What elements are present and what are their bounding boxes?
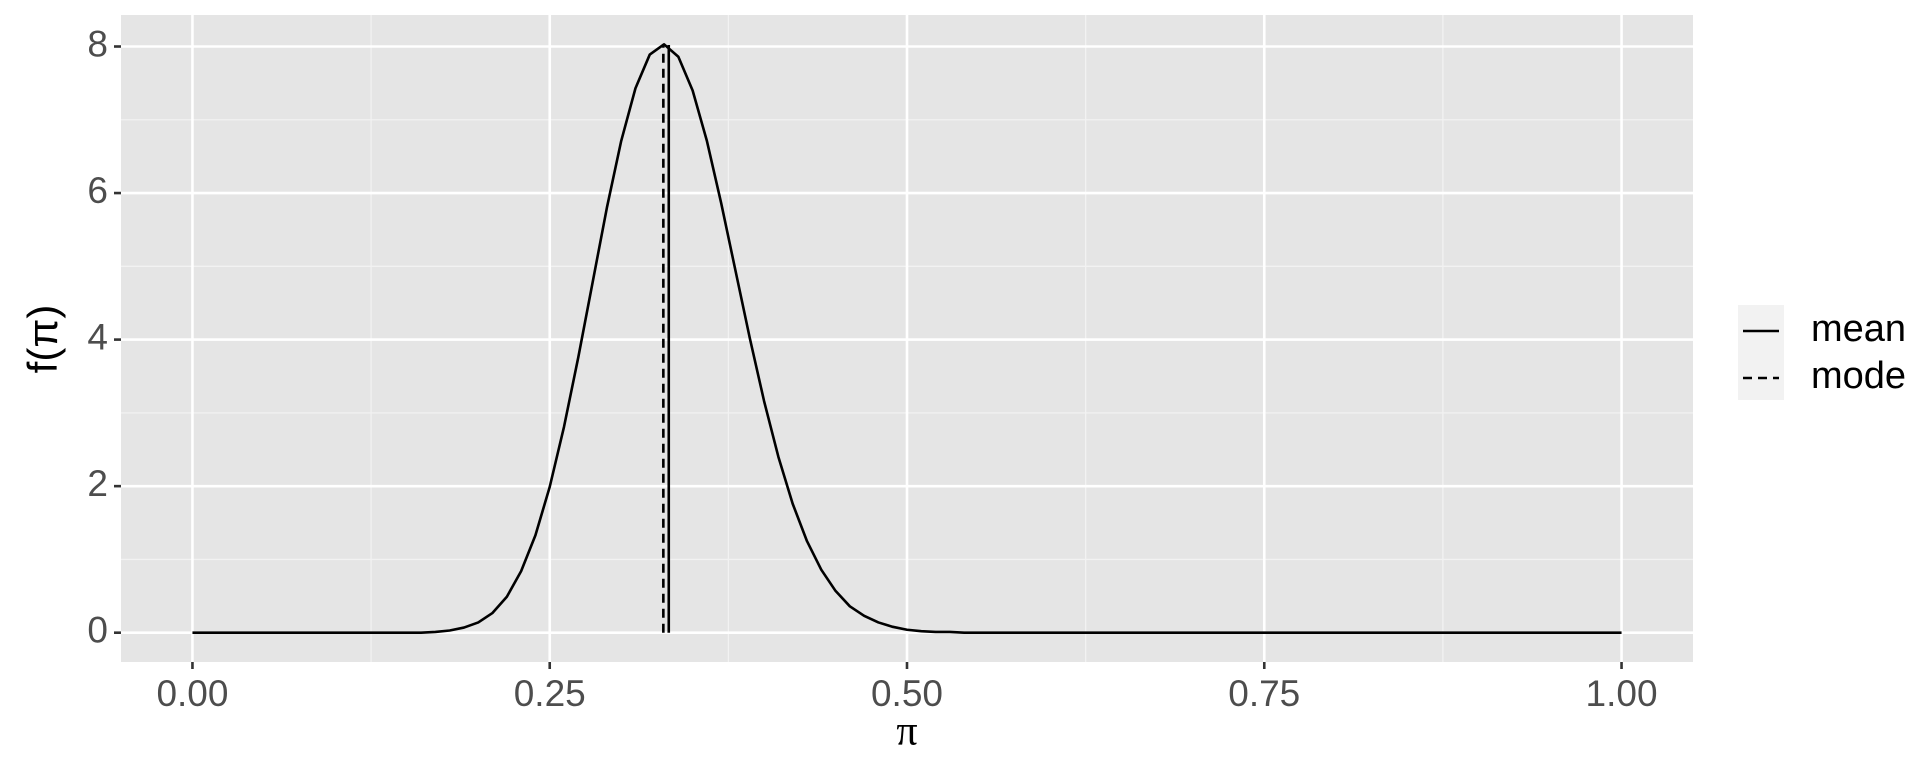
y-tick-label: 0: [87, 609, 108, 650]
x-tick-label: 0.25: [514, 673, 586, 714]
legend-key-background: [1738, 305, 1784, 400]
x-axis-title: π: [896, 709, 917, 755]
grid: 0.00 0.25 0.50 0.75 1.00 0 2 4 6 8: [87, 15, 1693, 714]
legend: mean mode: [1743, 308, 1906, 397]
legend-label: mode: [1811, 355, 1906, 397]
y-tick-label: 4: [87, 316, 108, 357]
y-tick-label: 6: [87, 170, 108, 211]
density-curve: [192, 43, 1622, 634]
y-tick-label: 2: [87, 463, 108, 504]
marks: [192, 43, 1622, 634]
x-tick-label: 0.00: [156, 673, 228, 714]
y-tick-label: 8: [87, 23, 108, 64]
x-tick-label: 1.00: [1586, 673, 1658, 714]
y-axis-title: f(π): [19, 305, 66, 374]
x-tick-label: 0.50: [871, 673, 943, 714]
x-tick-label: 0.75: [1228, 673, 1300, 714]
legend-label: mean: [1811, 308, 1906, 350]
